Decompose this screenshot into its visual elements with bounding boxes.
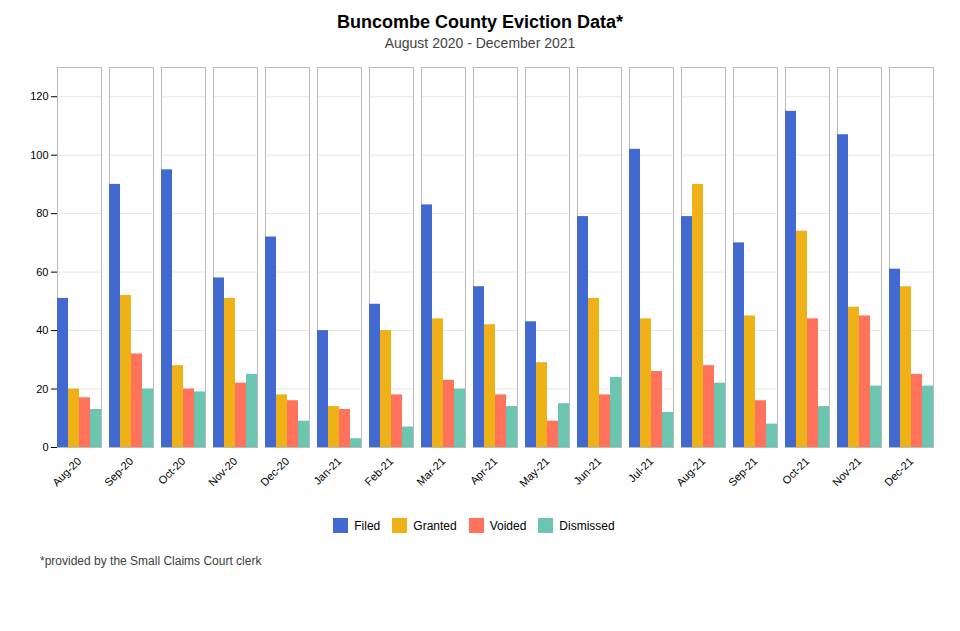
html-text:Filed: Filed xyxy=(354,518,381,533)
svg-text:May-21: May-21 xyxy=(517,455,551,489)
svg-text:Aug-20: Aug-20 xyxy=(50,455,84,489)
svg-text:Dec-21: Dec-21 xyxy=(882,455,916,489)
svg-text:Nov-21: Nov-21 xyxy=(830,455,864,489)
html-text:August 2020 - December 2021: August 2020 - December 2021 xyxy=(384,35,576,51)
html-text:Voided: Voided xyxy=(489,518,527,533)
html-text:Dismissed: Dismissed xyxy=(559,518,615,533)
svg-text:Sep-20: Sep-20 xyxy=(102,455,136,489)
svg-text:60: 60 xyxy=(36,266,48,278)
svg-text:Jul-21: Jul-21 xyxy=(626,455,656,485)
svg-text:Jan-21: Jan-21 xyxy=(311,455,343,487)
svg-text:80: 80 xyxy=(36,207,48,219)
svg-text:Oct-21: Oct-21 xyxy=(780,455,812,487)
svg-text:Aug-21: Aug-21 xyxy=(674,455,708,489)
svg-text:0: 0 xyxy=(42,441,48,453)
svg-text:Apr-21: Apr-21 xyxy=(468,455,500,487)
svg-text:20: 20 xyxy=(36,383,48,395)
html-text:*provided by the Small Claims: *provided by the Small Claims Court cler… xyxy=(40,554,262,568)
svg-text:Nov-20: Nov-20 xyxy=(206,455,240,489)
svg-text:Jun-21: Jun-21 xyxy=(571,455,603,487)
html-text:Granted: Granted xyxy=(413,518,457,533)
svg-text:120: 120 xyxy=(30,90,48,102)
svg-text:100: 100 xyxy=(30,149,48,161)
svg-text:40: 40 xyxy=(36,324,48,336)
svg-text:Mar-21: Mar-21 xyxy=(414,455,447,488)
svg-text:Sep-21: Sep-21 xyxy=(726,455,760,489)
svg-text:Dec-20: Dec-20 xyxy=(258,455,292,489)
html-text:Buncombe County Eviction Data*: Buncombe County Eviction Data* xyxy=(337,12,623,32)
svg-text:Feb-21: Feb-21 xyxy=(362,455,395,488)
svg-text:Oct-20: Oct-20 xyxy=(156,455,188,487)
